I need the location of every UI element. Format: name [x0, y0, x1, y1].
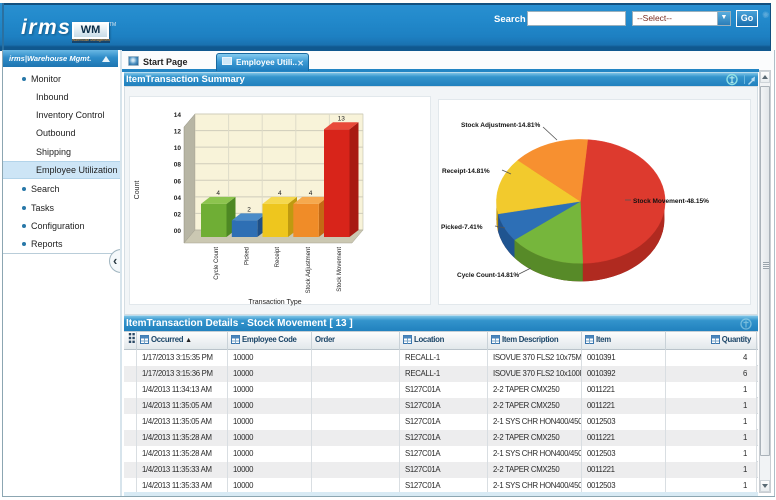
svg-text:Stock Movement: Stock Movement: [337, 247, 343, 292]
svg-text:08: 08: [174, 162, 182, 169]
svg-text:04: 04: [174, 195, 182, 202]
svg-text:Receipt: Receipt: [275, 247, 281, 268]
svg-text:13: 13: [338, 115, 346, 122]
svg-text:Transaction Type: Transaction Type: [248, 299, 301, 306]
svg-text:Picked-7.41%: Picked-7.41%: [441, 224, 483, 231]
svg-text:Cycle Count-14.81%: Cycle Count-14.81%: [457, 272, 519, 279]
svg-text:12: 12: [174, 129, 182, 136]
svg-text:Cycle Count: Cycle Count: [214, 247, 220, 280]
svg-text:14: 14: [174, 112, 182, 119]
svg-text:Stock Movement-48.15%: Stock Movement-48.15%: [633, 198, 709, 205]
svg-text:2: 2: [247, 206, 251, 213]
svg-text:Stock Adjustment: Stock Adjustment: [306, 247, 312, 294]
svg-text:Picked: Picked: [245, 247, 251, 265]
svg-text:10: 10: [174, 145, 182, 152]
svg-text:Receipt-14.81%: Receipt-14.81%: [442, 168, 490, 175]
svg-text:Count: Count: [134, 181, 141, 200]
svg-text:00: 00: [174, 228, 182, 235]
svg-text:02: 02: [174, 211, 182, 218]
svg-text:4: 4: [278, 190, 282, 197]
svg-text:4: 4: [309, 190, 313, 197]
svg-text:06: 06: [174, 178, 182, 185]
svg-text:Stock Adjustment-14.81%: Stock Adjustment-14.81%: [461, 122, 540, 129]
svg-text:4: 4: [216, 190, 220, 197]
